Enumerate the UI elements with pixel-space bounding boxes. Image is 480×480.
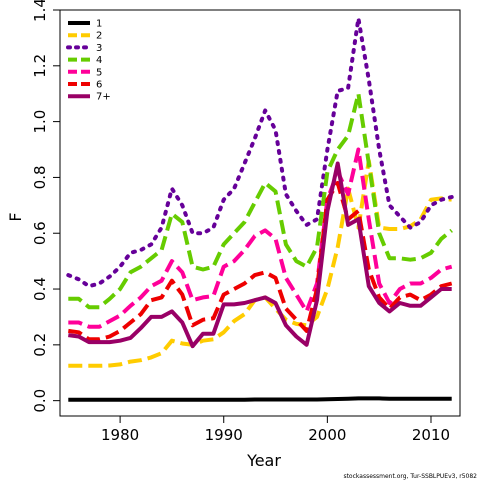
y-tick-label: 0.8 (31, 165, 49, 189)
y-axis-title: F (6, 212, 25, 221)
credit-text: stockassessment.org, Tur-SSBLPUEv3, r508… (343, 473, 477, 480)
series-line-1 (68, 396, 452, 402)
plot-frame (59, 9, 461, 417)
series-line-4 (68, 91, 453, 310)
legend-label: 4 (96, 55, 102, 66)
y-tick-label: 1.0 (31, 110, 49, 134)
legend-label: 7+ (96, 92, 111, 103)
legend-label: 5 (96, 67, 102, 78)
y-tick-label: 0.6 (31, 221, 49, 245)
x-tick-label: 1980 (101, 426, 139, 444)
legend-label: 2 (96, 31, 102, 42)
y-tick-label: 0.0 (31, 389, 49, 413)
series-line-3 (66, 16, 454, 289)
y-tick-label: 1.4 (31, 0, 49, 22)
x-axis: 1980 1990 2000 2010 (101, 416, 450, 444)
x-tick-label: 2010 (412, 426, 450, 444)
series-line-6 (68, 181, 453, 342)
x-axis-title: Year (246, 451, 281, 470)
series-line-7 (68, 161, 452, 349)
x-tick-label: 2000 (308, 426, 346, 444)
series-line-2 (68, 158, 452, 368)
y-tick-label: 0.4 (31, 277, 49, 301)
legend-label: 1 (96, 19, 102, 30)
y-tick-label: 1.2 (31, 54, 49, 78)
legend-label: 6 (96, 80, 102, 91)
y-axis: 0.0 0.2 0.4 0.6 0.8 1.0 1.2 1.4 (31, 0, 60, 413)
series-line-5 (68, 147, 453, 329)
x-tick-label: 1990 (205, 426, 243, 444)
series-layer (66, 16, 454, 402)
legend-label: 3 (96, 43, 102, 54)
y-tick-label: 0.2 (31, 333, 49, 357)
